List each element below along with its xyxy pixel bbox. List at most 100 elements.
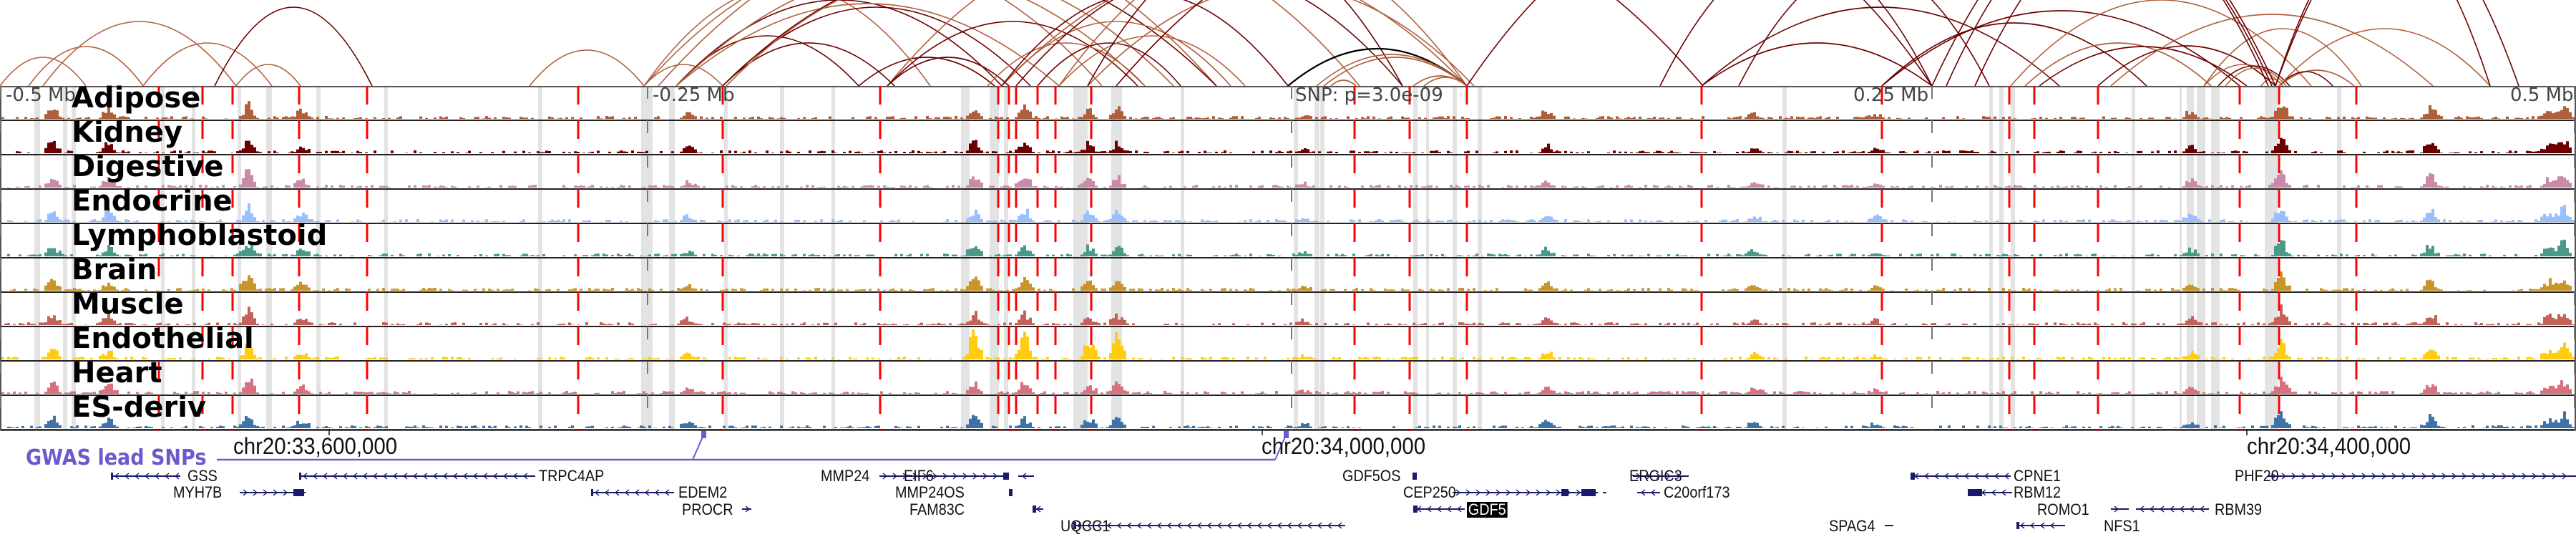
strand-arrow [1246, 522, 1252, 529]
interaction-arc [726, 0, 1174, 87]
interaction-arc [887, 0, 1360, 87]
strand-arrow [263, 489, 268, 496]
strand-arrow [1536, 489, 1541, 496]
gene-label[interactable]: RBM12 [2014, 483, 2062, 501]
strand-arrow [1116, 522, 1122, 529]
strand-arrow [1455, 489, 1461, 496]
gene-label[interactable]: MMP24OS [895, 483, 965, 501]
interaction-arc [887, 21, 1138, 87]
exon [299, 473, 301, 480]
strand-arrow [243, 489, 248, 496]
strand-arrow [745, 505, 751, 513]
strand-arrow [604, 489, 610, 496]
interaction-arc [2278, 69, 2355, 87]
gene-label[interactable]: MYH7B [173, 483, 223, 501]
strand-arrow [2411, 473, 2417, 480]
strand-arrow [2482, 473, 2487, 480]
strand-arrow [922, 473, 928, 480]
interaction-arc [1974, 0, 2273, 87]
gene-label[interactable]: C20orf173 [1664, 483, 1730, 501]
strand-arrow [2512, 473, 2517, 480]
gene-label[interactable]: NFS1 [2104, 517, 2140, 535]
strand-arrow [144, 473, 150, 480]
strand-arrow [154, 473, 160, 480]
interaction-arc [1701, 42, 1933, 87]
strand-arrow [1984, 473, 1989, 480]
coordinate-label-33600000: chr20:33,600,000 [233, 433, 398, 459]
interaction-arc [643, 0, 931, 87]
exon [1413, 505, 1418, 513]
strand-arrow [2502, 473, 2507, 480]
signal-kidney [16, 137, 2572, 153]
scale-label-snp: SNP: p=3.0e-09 [1295, 84, 1443, 106]
strand-arrow [442, 473, 448, 480]
interaction-arc [2278, 28, 2491, 87]
strand-arrow [2004, 473, 2009, 480]
gene-label[interactable]: CEP250 [1403, 483, 1456, 501]
strand-arrow [654, 489, 660, 496]
gene-label-highlighted[interactable]: GDF5 [1467, 500, 1508, 518]
strand-arrow [1307, 522, 1312, 529]
gene-label[interactable]: GSS [187, 467, 218, 485]
strand-arrow [462, 473, 468, 480]
interaction-arc [0, 57, 87, 87]
interaction-arc [658, 0, 1217, 87]
interaction-arc [2039, 46, 2248, 87]
strand-arrow [1277, 522, 1282, 529]
strand-arrow [992, 473, 998, 480]
interaction-arc [1087, 0, 1403, 87]
strand-arrow [1485, 489, 1491, 496]
strand-arrow [932, 473, 938, 480]
strand-arrow [2351, 473, 2357, 480]
strand-arrow [1963, 473, 1969, 480]
strand-arrow [372, 473, 378, 480]
interaction-arc [1316, 54, 1468, 87]
interaction-arc [1037, 42, 1181, 87]
gene-label[interactable]: ROMO1 [2037, 500, 2089, 518]
gene-label[interactable]: CPNE1 [2014, 467, 2062, 485]
strand-arrow [164, 473, 170, 480]
interaction-arc [1466, 0, 1933, 87]
gene-label[interactable]: PHF20 [2235, 467, 2279, 485]
strand-arrow [2401, 473, 2407, 480]
interaction-arc [722, 6, 1031, 87]
strand-arrow [942, 473, 948, 480]
strand-arrow [2371, 473, 2377, 480]
gene-label[interactable]: SPAG4 [1829, 517, 1875, 535]
strand-arrow [972, 473, 978, 480]
strand-arrow [362, 473, 368, 480]
gene-label[interactable]: EIF6 [904, 467, 934, 485]
track-label-heart: Heart [72, 357, 162, 390]
strand-arrow [512, 473, 518, 480]
gene-label[interactable]: RBM39 [2215, 500, 2263, 518]
gene-label[interactable]: TRPC4AP [539, 467, 605, 485]
strand-arrow [2001, 489, 2006, 496]
strand-arrow [902, 473, 908, 480]
strand-arrow [2462, 473, 2467, 480]
gene-label[interactable]: ERGIC3 [1629, 467, 1682, 485]
strand-arrow [382, 473, 388, 480]
gene-label[interactable]: PROCR [682, 500, 733, 518]
strand-arrow [1186, 522, 1192, 529]
interaction-arc [1015, 0, 1403, 87]
gene-label[interactable]: GDF5OS [1342, 467, 1401, 485]
strand-arrow [492, 473, 498, 480]
strand-arrow [1176, 522, 1182, 529]
interaction-arc [42, 21, 237, 87]
strand-arrow [174, 473, 180, 480]
interaction-arc [887, 57, 1010, 87]
gene-label[interactable]: UQCC1 [1060, 517, 1111, 535]
gene-label[interactable]: FAM83C [909, 500, 965, 518]
strand-arrow [253, 489, 258, 496]
gwas-connector [692, 435, 704, 460]
gene-label[interactable]: MMP24 [821, 467, 870, 485]
strand-arrow [2291, 473, 2297, 480]
strand-arrow [1337, 522, 1342, 529]
strand-arrow [2431, 473, 2437, 480]
exon [2016, 522, 2019, 529]
gene-label[interactable]: EDEM2 [678, 483, 728, 501]
strand-arrow [2441, 473, 2447, 480]
exon [1581, 489, 1596, 496]
interaction-arc [675, 0, 1146, 87]
strand-arrow [1646, 473, 1652, 480]
